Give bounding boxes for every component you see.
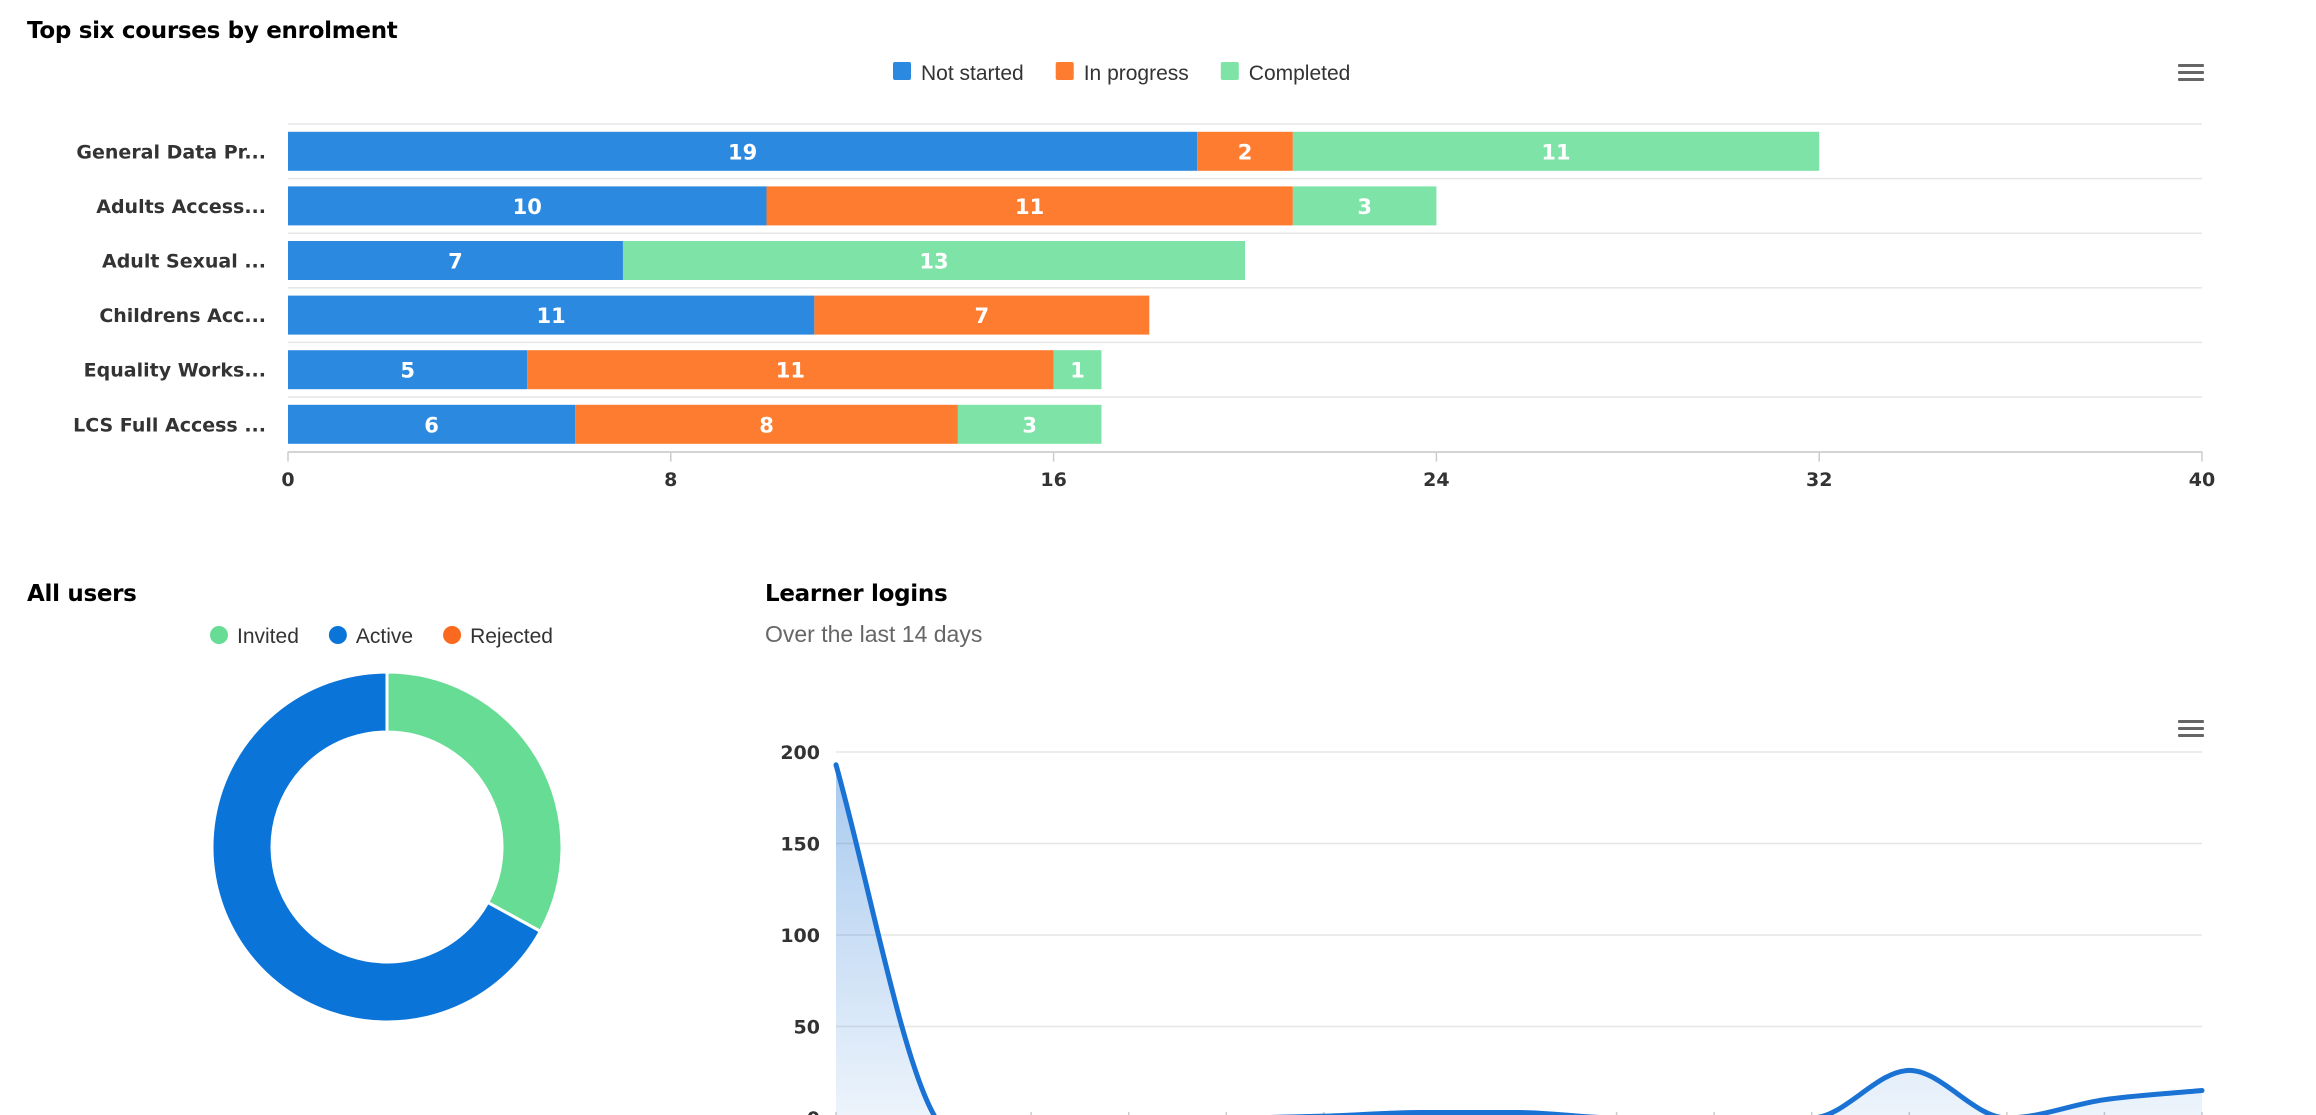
- bar-data-label: 13: [919, 250, 948, 274]
- donut-chart-title: All users: [27, 581, 137, 607]
- legend-dot-1: [328, 626, 347, 644]
- category-label: General Data Pr...: [76, 141, 266, 163]
- area-fill: [836, 764, 2202, 1115]
- x-tick-label: 24: [1423, 469, 1449, 491]
- legend-label-2: Completed: [1249, 62, 1351, 85]
- bar-data-label: 11: [1015, 195, 1044, 219]
- bar-data-label: 7: [448, 250, 463, 274]
- bar-data-label: 11: [537, 304, 566, 328]
- y-tick-label: 100: [780, 925, 820, 947]
- bar-segment: [575, 404, 958, 444]
- bar-data-label: 5: [400, 359, 415, 383]
- bar-data-label: 1: [1070, 359, 1085, 383]
- donut-slice-0: [385, 670, 564, 934]
- legend-label-1: In progress: [1084, 62, 1189, 85]
- y-tick-label: 50: [794, 1017, 820, 1039]
- y-tick-label: 200: [780, 742, 820, 764]
- legend-swatch-0: [893, 62, 911, 80]
- legend-label-2: Rejected: [470, 625, 553, 648]
- series-line: [833, 762, 2205, 1115]
- bar-data-label: 11: [1541, 140, 1570, 164]
- bar-segment: [766, 186, 1293, 226]
- bar-chart-hamburger-menu-icon[interactable]: [2178, 64, 2204, 84]
- bar-segment: [288, 295, 815, 335]
- legend-dot-2: [443, 626, 462, 644]
- category-label: Childrens Acc...: [99, 305, 266, 327]
- category-label: Adults Access...: [96, 196, 266, 218]
- legend-swatch-2: [1220, 62, 1239, 80]
- x-tick-label: 32: [1806, 469, 1832, 491]
- bar-data-label: 7: [975, 304, 990, 328]
- bar-segment: [288, 131, 1198, 171]
- bar-segment: [1292, 131, 1820, 171]
- bar-segment: [288, 350, 528, 390]
- bar-data-label: 3: [1357, 195, 1372, 219]
- bar-segment: [527, 350, 1054, 390]
- bar-segment: [622, 241, 1245, 280]
- bar-data-label: 3: [1022, 413, 1037, 437]
- bar-chart-title: Top six courses by enrolment: [27, 18, 398, 44]
- y-tick-label: 0: [807, 1108, 820, 1115]
- legend-label-1: Active: [356, 625, 413, 648]
- donut-chart: Invited Active Rejected: [210, 625, 564, 1024]
- bar-segment: [814, 295, 1150, 335]
- legend-swatch-1: [1055, 62, 1074, 80]
- bar-data-label: 2: [1238, 140, 1253, 164]
- y-tick-label: 150: [780, 834, 820, 856]
- bar-data-label: 6: [424, 413, 439, 437]
- x-tick-label: 16: [1040, 469, 1066, 491]
- bar-segment: [288, 404, 576, 444]
- bar-segment: [957, 404, 1102, 444]
- x-tick-label: 40: [2189, 469, 2215, 491]
- x-tick-label: 8: [664, 469, 677, 491]
- bar-segment: [1053, 350, 1102, 390]
- bar-segment: [1292, 186, 1437, 226]
- category-label: Adult Sexual ...: [102, 251, 266, 273]
- line-chart-subtitle: Over the last 14 days: [765, 621, 983, 647]
- category-label: Equality Works...: [84, 360, 266, 382]
- bar-data-label: 19: [728, 140, 757, 164]
- line-chart-title: Learner logins: [765, 581, 948, 607]
- legend-dot-0: [210, 626, 228, 644]
- bar-segment: [288, 186, 767, 226]
- legend-label-0: Not started: [921, 62, 1024, 85]
- line-chart-hamburger-menu-icon[interactable]: [2178, 720, 2204, 740]
- bar-data-label: 11: [776, 359, 805, 383]
- legend-label-0: Invited: [237, 625, 299, 648]
- bar-data-label: 8: [759, 413, 774, 437]
- category-label: LCS Full Access ...: [73, 414, 266, 436]
- bar-segment: [288, 241, 623, 280]
- donut-slice-1: [210, 670, 543, 1024]
- bar-segment: [1197, 131, 1293, 171]
- bar-data-label: 10: [513, 195, 542, 219]
- x-tick-label: 0: [281, 469, 294, 491]
